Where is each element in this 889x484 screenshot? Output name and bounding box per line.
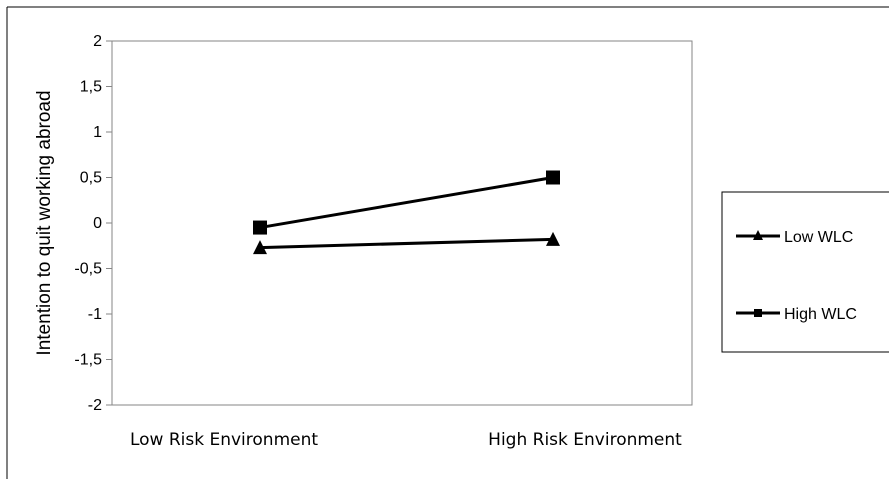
y-axis-ticks: 2 1,5 1 0,5 0 -0,5 -1 -1,5 -2 xyxy=(74,33,112,414)
x-category-label: High Risk Environment xyxy=(488,430,682,450)
y-tick-label: 0,5 xyxy=(80,170,102,187)
plot-area xyxy=(111,40,693,406)
x-category-label: Low Risk Environment xyxy=(130,430,318,450)
y-tick-label: -1,5 xyxy=(74,352,102,369)
x-axis-labels: Low Risk Environment High Risk Environmen… xyxy=(130,430,682,450)
y-tick-label: -2 xyxy=(88,397,102,414)
series-line xyxy=(259,176,554,230)
data-point-square xyxy=(253,220,267,235)
y-tick-label: -0,5 xyxy=(74,261,102,278)
legend-item: Low WLC xyxy=(736,229,853,246)
legend-marker-square xyxy=(754,309,762,317)
y-axis-title: Intention to quit working abroad xyxy=(34,90,55,355)
y-tick-label: -1 xyxy=(88,306,102,323)
series-line xyxy=(259,237,554,250)
data-point-triangle xyxy=(253,240,267,255)
y-tick-label: 1,5 xyxy=(80,79,102,96)
legend-label: High WLC xyxy=(784,306,857,323)
legend-box xyxy=(721,191,889,353)
series-layer xyxy=(253,170,560,255)
y-tick-label: 2 xyxy=(93,33,102,50)
series-high-wlc xyxy=(253,170,560,235)
data-point-square xyxy=(546,170,560,185)
y-tick-label: 0 xyxy=(93,215,102,232)
legend-marker-triangle xyxy=(753,230,763,240)
data-point-triangle xyxy=(546,231,560,246)
series-low-wlc xyxy=(253,231,560,255)
y-tick-label: 1 xyxy=(93,124,102,141)
legend-label: Low WLC xyxy=(784,229,853,246)
legend: Low WLC High WLC xyxy=(721,191,889,353)
legend-item: High WLC xyxy=(736,306,857,323)
